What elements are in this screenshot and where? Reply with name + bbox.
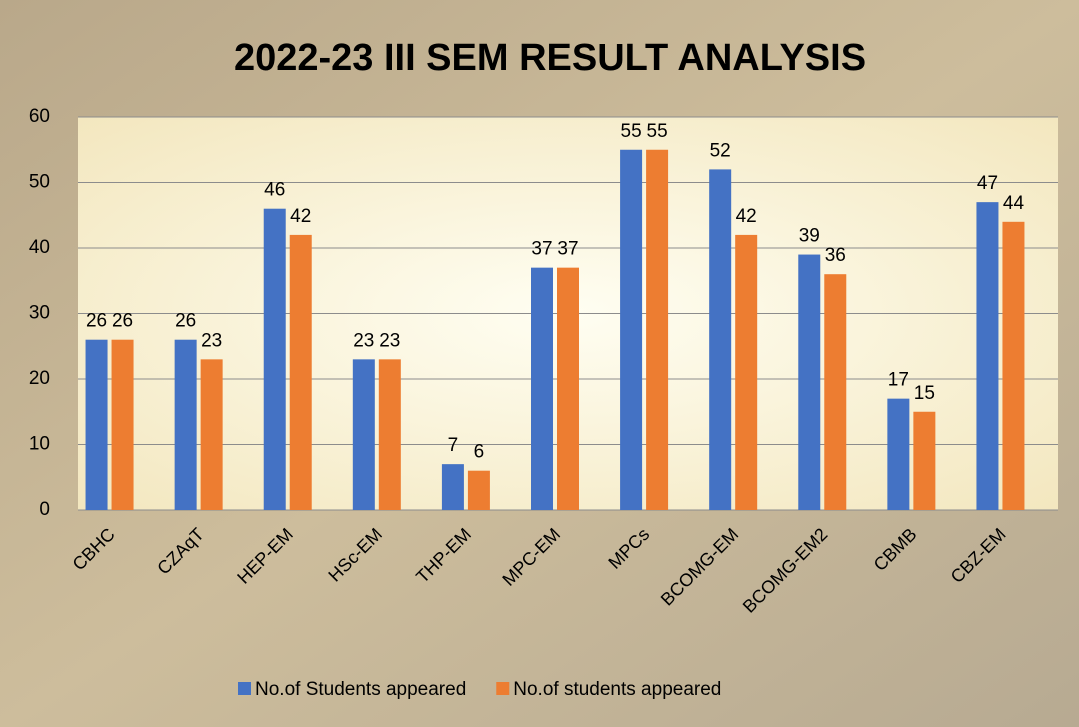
data-label: 17 — [888, 370, 909, 391]
bar — [709, 169, 732, 510]
data-label: 6 — [474, 442, 485, 463]
bar — [1002, 221, 1025, 511]
y-tick-label: 60 — [29, 106, 50, 127]
data-label: 52 — [710, 140, 731, 161]
bar — [378, 359, 401, 510]
data-label: 46 — [264, 180, 285, 201]
data-label: 7 — [448, 435, 459, 456]
bar — [85, 339, 108, 510]
y-tick-label: 30 — [29, 303, 50, 324]
data-label: 26 — [112, 311, 133, 332]
bar — [263, 208, 286, 510]
data-label: 26 — [86, 311, 107, 332]
bar — [798, 254, 821, 510]
bar — [976, 202, 999, 510]
bar — [646, 149, 669, 510]
legend: No.of Students appeared No.of students ap… — [238, 679, 721, 700]
bar — [111, 339, 134, 510]
data-label: 36 — [825, 245, 846, 266]
y-tick-label: 50 — [29, 172, 50, 193]
bar — [200, 359, 223, 510]
legend-swatch — [496, 682, 510, 695]
bar — [557, 267, 579, 510]
bar — [887, 398, 910, 510]
bar — [913, 411, 936, 510]
data-label: 47 — [977, 173, 998, 194]
y-tick-label: 10 — [29, 434, 50, 455]
data-label: 23 — [379, 330, 400, 351]
legend-label: No.of students appeared — [513, 679, 721, 700]
chart-title: 2022-23 III SEM RESULT ANALYSIS — [234, 37, 866, 79]
data-label: 39 — [799, 226, 820, 247]
bar — [441, 464, 464, 510]
legend-swatch — [238, 682, 251, 695]
data-label: 23 — [201, 330, 222, 351]
bar — [174, 339, 197, 510]
bar — [289, 234, 312, 510]
y-tick-label: 40 — [29, 237, 50, 258]
bar — [352, 359, 375, 510]
bar — [467, 470, 490, 510]
y-tick-label: 20 — [29, 368, 50, 389]
data-label: 42 — [736, 206, 757, 227]
data-label: 42 — [290, 206, 311, 227]
y-tick-label: 0 — [39, 499, 50, 520]
data-label: 37 — [531, 239, 552, 260]
data-label: 55 — [621, 121, 642, 142]
legend-label: No.of Students appeared — [255, 679, 466, 700]
data-label: 23 — [353, 330, 374, 351]
data-label: 44 — [1003, 193, 1025, 214]
bar — [620, 149, 643, 510]
bar — [531, 267, 553, 510]
bar — [735, 234, 758, 510]
data-label: 15 — [914, 383, 935, 404]
data-label: 55 — [647, 121, 668, 142]
bar — [824, 274, 847, 510]
data-label: 37 — [557, 239, 578, 260]
data-label: 26 — [175, 311, 196, 332]
